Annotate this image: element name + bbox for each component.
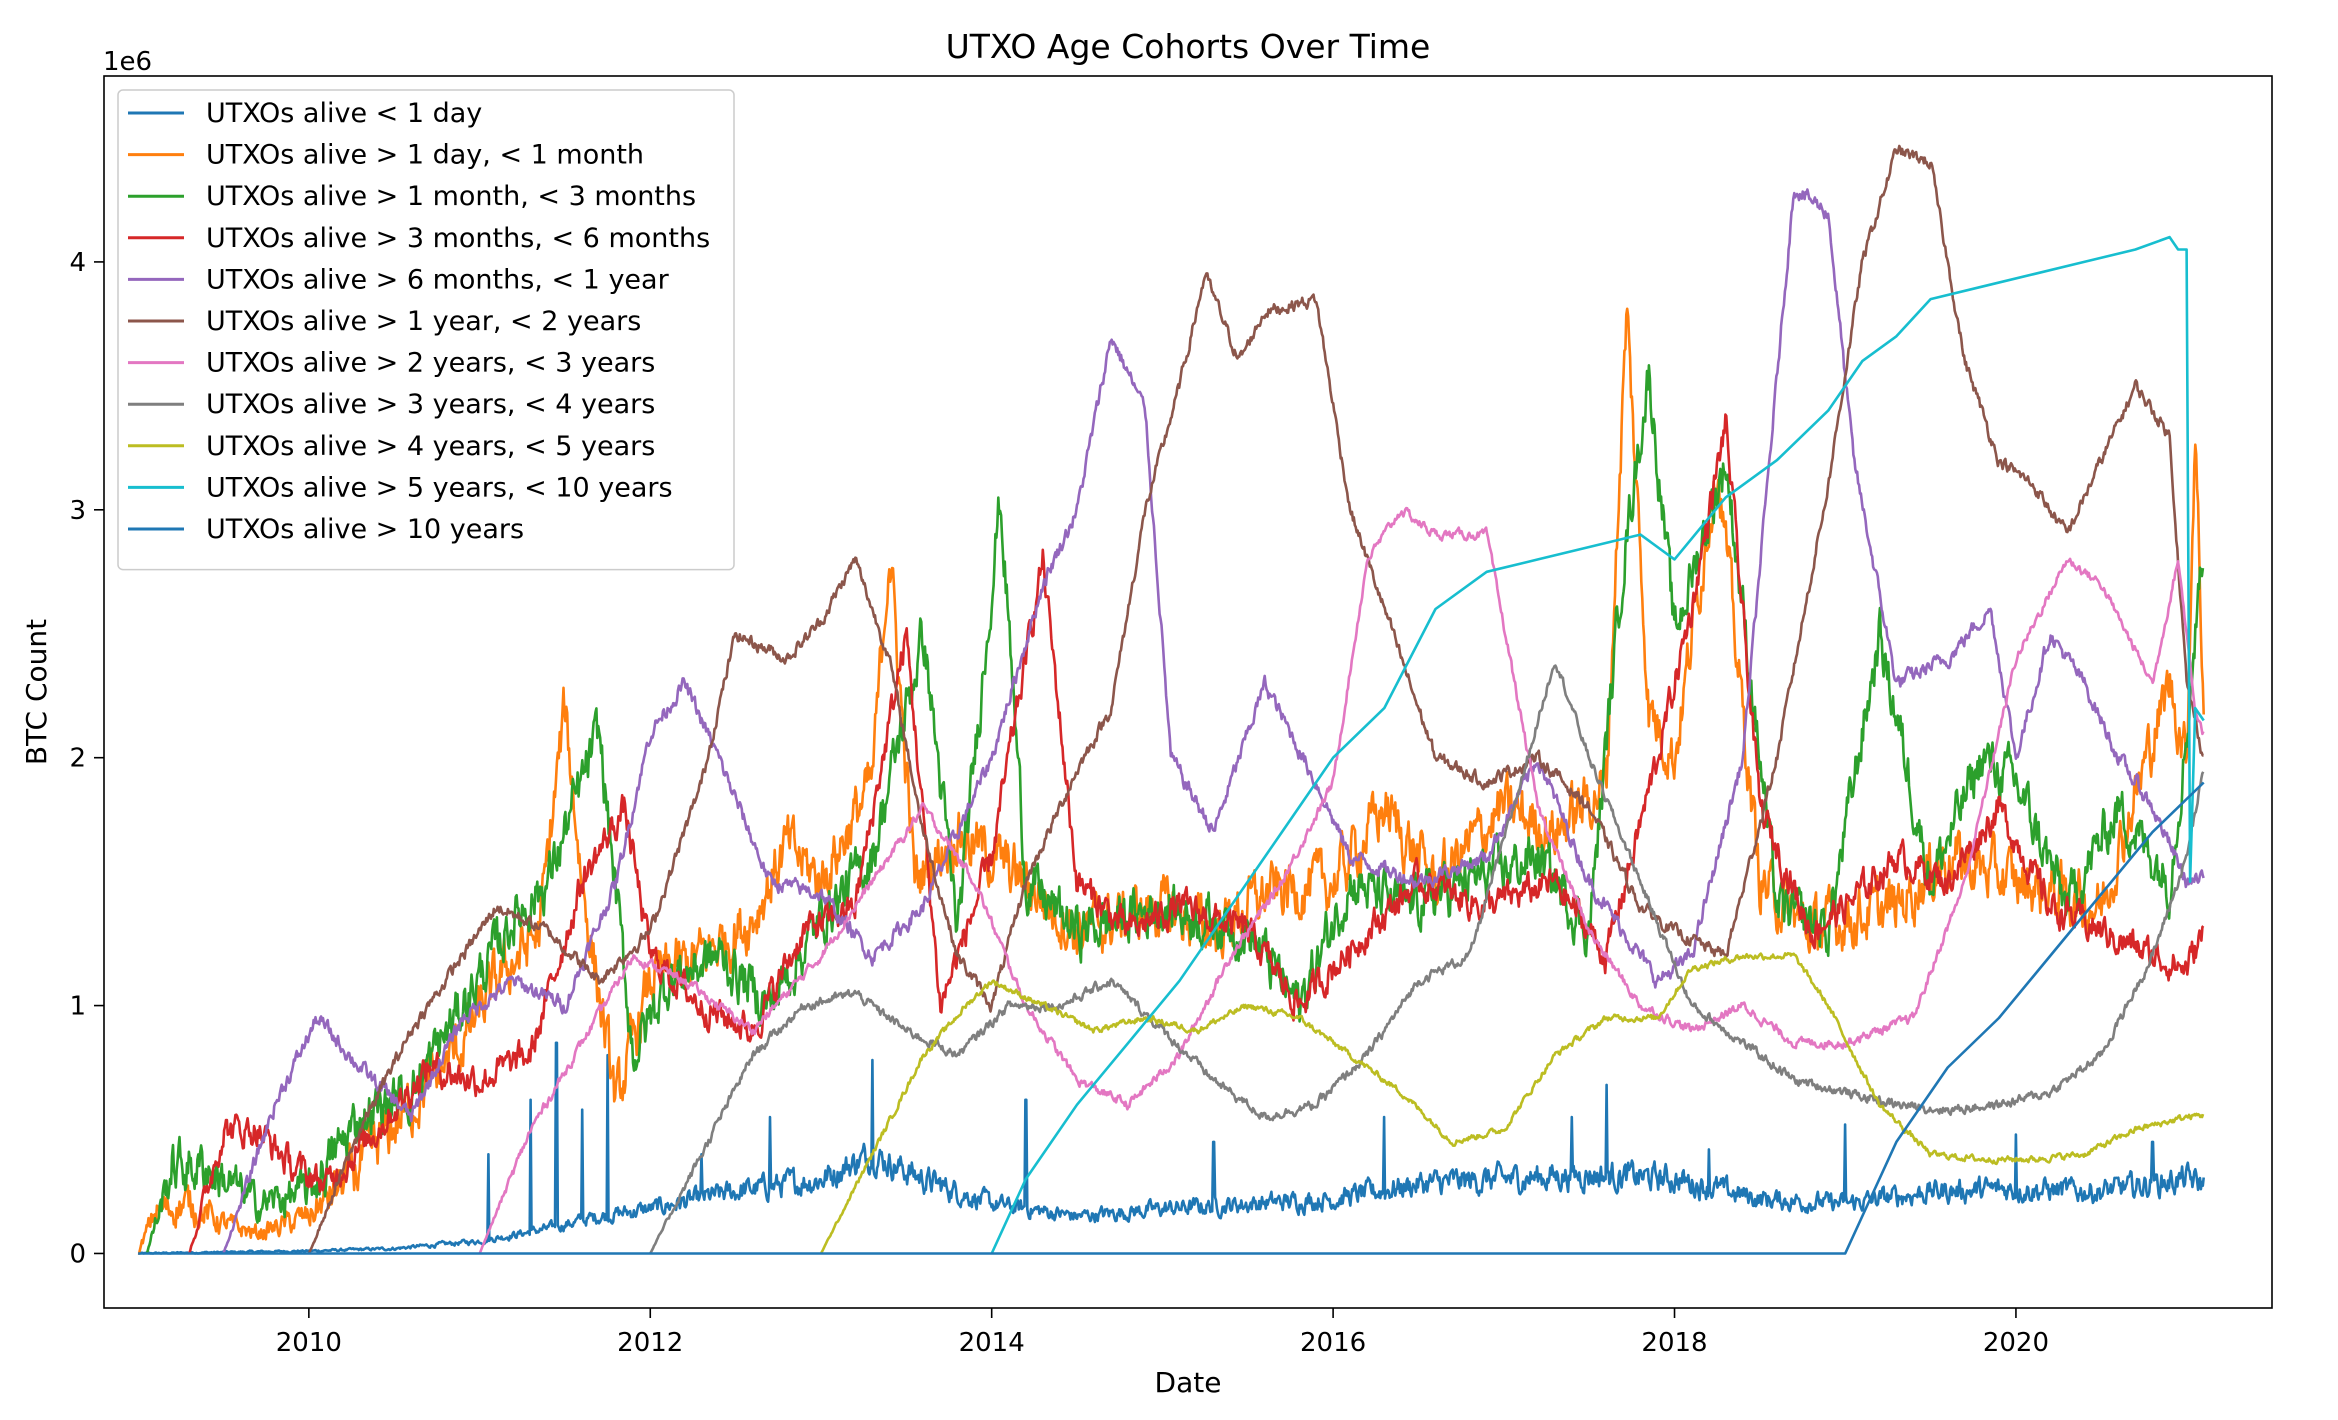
legend-label: UTXOs alive > 5 years, < 10 years bbox=[206, 472, 673, 503]
x-tick-label: 2014 bbox=[959, 1328, 1025, 1358]
y-axis-ticks: 0 1 2 3 4 bbox=[69, 248, 104, 1269]
legend-label: UTXOs alive > 2 years, < 3 years bbox=[206, 348, 655, 379]
chart-title: UTXO Age Cohorts Over Time bbox=[946, 27, 1431, 66]
legend-label: UTXOs alive < 1 day bbox=[206, 98, 482, 129]
legend-label: UTXOs alive > 10 years bbox=[206, 514, 524, 545]
legend-label: UTXOs alive > 4 years, < 5 years bbox=[206, 431, 655, 462]
series-line-7 bbox=[478, 506, 2205, 1255]
legend-label: UTXOs alive > 3 months, < 6 months bbox=[206, 223, 710, 254]
x-tick-label: 2012 bbox=[617, 1328, 683, 1358]
x-axis-label: Date bbox=[1155, 1366, 1222, 1399]
x-tick-label: 2020 bbox=[1983, 1328, 2049, 1358]
legend-box bbox=[117, 89, 735, 571]
series-line-5 bbox=[222, 188, 2205, 1254]
x-axis-ticks: 2010 2012 2014 2016 2018 2020 bbox=[276, 1308, 2049, 1358]
legend-label: UTXOs alive > 6 months, < 1 year bbox=[206, 264, 670, 295]
legend-label: UTXOs alive > 1 month, < 3 months bbox=[206, 181, 696, 212]
y-tick-label: 4 bbox=[69, 248, 86, 278]
y-tick-label: 0 bbox=[69, 1239, 86, 1269]
legend: UTXOs alive < 1 day UTXOs alive > 1 day, … bbox=[117, 89, 735, 571]
series-line-6 bbox=[307, 144, 2204, 1254]
x-tick-label: 2010 bbox=[276, 1328, 342, 1358]
series-line-9 bbox=[819, 951, 2205, 1255]
y-tick-label: 1 bbox=[69, 992, 86, 1022]
series-line-8 bbox=[649, 664, 2205, 1255]
plot-area-frame bbox=[103, 75, 2273, 1309]
y-axis-label: BTC Count bbox=[20, 619, 53, 765]
series-layer bbox=[137, 144, 2205, 1255]
x-tick-label: 2018 bbox=[1641, 1328, 1707, 1358]
series-line-10 bbox=[990, 235, 2205, 1255]
series-line-11 bbox=[138, 781, 2205, 1255]
y-tick-label: 2 bbox=[69, 744, 86, 774]
legend-label: UTXOs alive > 1 year, < 2 years bbox=[206, 306, 641, 337]
y-tick-label: 3 bbox=[69, 496, 86, 526]
legend-label: UTXOs alive > 3 years, < 4 years bbox=[206, 389, 655, 420]
legend-label: UTXOs alive > 1 day, < 1 month bbox=[206, 140, 644, 171]
series-line-4 bbox=[188, 413, 2205, 1254]
y-axis-offset-label: 1e6 bbox=[103, 47, 152, 77]
x-tick-label: 2016 bbox=[1300, 1328, 1366, 1358]
